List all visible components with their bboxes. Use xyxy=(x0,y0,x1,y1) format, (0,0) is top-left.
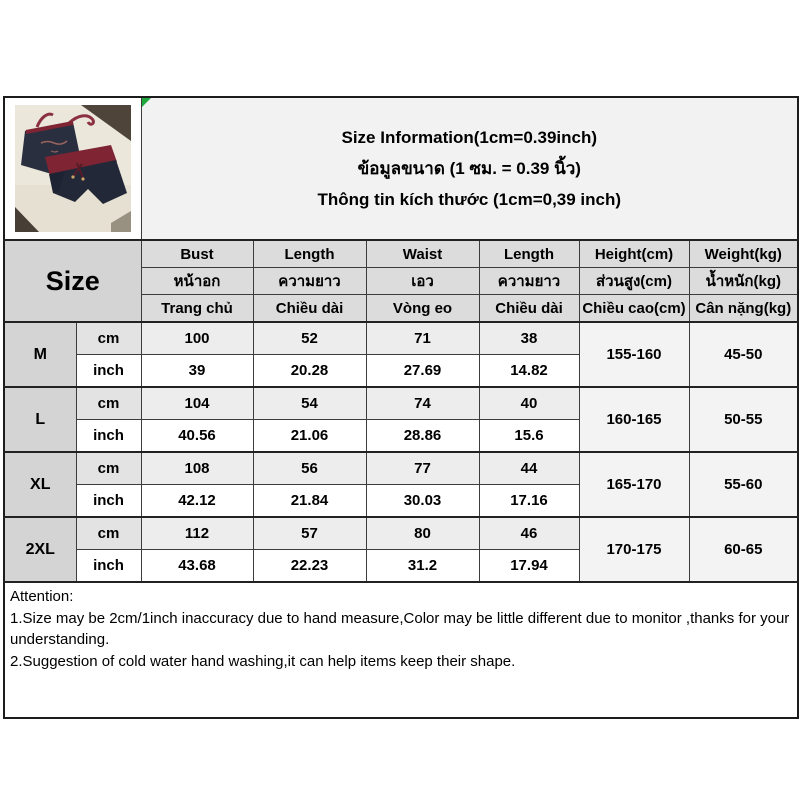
size-row-label: XL xyxy=(3,451,77,518)
product-photo xyxy=(5,98,140,239)
measurement-value: 104 xyxy=(140,386,254,420)
column-header-vi: Chiều dài xyxy=(478,294,580,323)
measurement-value: 40.56 xyxy=(140,419,254,453)
column-header: Height(cm) xyxy=(578,239,690,268)
title-line-th: ข้อมูลขนาด (1 ซม. = 0.39 นิ้ว) xyxy=(357,159,581,178)
weight-range: 60-65 xyxy=(688,516,799,583)
attention-line-2: 2.Suggestion of cold water hand washing,… xyxy=(10,652,516,670)
size-row-label: M xyxy=(3,321,77,388)
measurement-value: 80 xyxy=(365,516,480,550)
measurement-value: 30.03 xyxy=(365,484,480,518)
title-line-en: Size Information(1cm=0.39inch) xyxy=(341,128,598,147)
measurement-value: 74 xyxy=(365,386,480,420)
measurement-value: 39 xyxy=(140,354,254,388)
measurement-value: 22.23 xyxy=(252,549,367,583)
size-row-label: 2XL xyxy=(3,516,77,583)
measurement-value: 40 xyxy=(478,386,580,420)
size-chart-table: Size Information(1cm=0.39inch) ข้อมูลขนา… xyxy=(3,96,800,719)
column-header-th: ความยาว xyxy=(478,267,580,295)
measurement-value: 38 xyxy=(478,321,580,355)
green-corner-marker xyxy=(142,98,151,107)
column-header: Length xyxy=(478,239,580,268)
height-range: 165-170 xyxy=(578,451,690,518)
column-header: Length xyxy=(252,239,367,268)
measurement-value: 100 xyxy=(140,321,254,355)
unit-label: inch xyxy=(75,419,142,453)
column-header-th: ความยาว xyxy=(252,267,367,295)
measurement-value: 52 xyxy=(252,321,367,355)
measurement-value: 21.84 xyxy=(252,484,367,518)
measurement-value: 77 xyxy=(365,451,480,485)
height-range: 160-165 xyxy=(578,386,690,453)
unit-label: cm xyxy=(75,451,142,485)
column-header-th: เอว xyxy=(365,267,480,295)
measurement-value: 17.16 xyxy=(478,484,580,518)
weight-range: 50-55 xyxy=(688,386,799,453)
column-header-th: หน้าอก xyxy=(140,267,254,295)
column-header-th: ส่วนสูง(cm) xyxy=(578,267,690,295)
height-range: 155-160 xyxy=(578,321,690,388)
title-line-vi: Thông tin kích thước (1cm=0,39 inch) xyxy=(317,190,622,209)
measurement-value: 71 xyxy=(365,321,480,355)
unit-label: inch xyxy=(75,484,142,518)
unit-label: cm xyxy=(75,386,142,420)
column-header-vi: Cân nặng(kg) xyxy=(688,294,799,323)
measurement-value: 21.06 xyxy=(252,419,367,453)
product-photo-cell xyxy=(3,96,142,241)
measurement-value: 54 xyxy=(252,386,367,420)
unit-label: inch xyxy=(75,354,142,388)
measurement-value: 46 xyxy=(478,516,580,550)
height-range: 170-175 xyxy=(578,516,690,583)
unit-label: cm xyxy=(75,321,142,355)
measurement-value: 28.86 xyxy=(365,419,480,453)
measurement-value: 31.2 xyxy=(365,549,480,583)
column-header: Waist xyxy=(365,239,480,268)
measurement-value: 112 xyxy=(140,516,254,550)
column-header-vi: Vòng eo xyxy=(365,294,480,323)
weight-range: 45-50 xyxy=(688,321,799,388)
measurement-value: 15.6 xyxy=(478,419,580,453)
column-header: Weight(kg) xyxy=(688,239,799,268)
column-header-th: น้ำหนัก(kg) xyxy=(688,267,799,295)
measurement-value: 27.69 xyxy=(365,354,480,388)
unit-label: cm xyxy=(75,516,142,550)
column-header: Bust xyxy=(140,239,254,268)
measurement-value: 57 xyxy=(252,516,367,550)
measurement-value: 56 xyxy=(252,451,367,485)
attention-line-1: 1.Size may be 2cm/1inch inaccuracy due t… xyxy=(10,609,790,649)
size-header-label: Size xyxy=(3,239,142,323)
measurement-value: 20.28 xyxy=(252,354,367,388)
column-header-vi: Chiều dài xyxy=(252,294,367,323)
size-info-title: Size Information(1cm=0.39inch) ข้อมูลขนา… xyxy=(140,96,799,241)
attention-title: Attention: xyxy=(10,588,74,605)
column-header-vi: Trang chủ xyxy=(140,294,254,323)
size-row-label: L xyxy=(3,386,77,453)
measurement-value: 17.94 xyxy=(478,549,580,583)
measurement-value: 43.68 xyxy=(140,549,254,583)
measurement-value: 44 xyxy=(478,451,580,485)
measurement-value: 42.12 xyxy=(140,484,254,518)
measurement-value: 14.82 xyxy=(478,354,580,388)
product-photo-art xyxy=(14,105,131,232)
column-header-vi: Chiều cao(cm) xyxy=(578,294,690,323)
measurement-value: 108 xyxy=(140,451,254,485)
attention-note: Attention: 1.Size may be 2cm/1inch inacc… xyxy=(3,581,799,719)
weight-range: 55-60 xyxy=(688,451,799,518)
unit-label: inch xyxy=(75,549,142,583)
